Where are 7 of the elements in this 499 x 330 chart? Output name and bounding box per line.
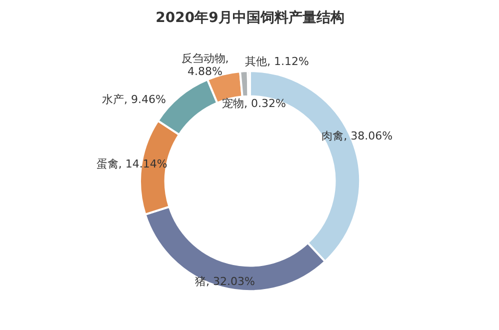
slice-label: 肉禽, 38.06% <box>322 130 393 143</box>
slice-label: 反刍动物, 4.88% <box>181 52 229 78</box>
slice-label: 其他, 1.12% <box>245 55 309 68</box>
chart-title: 2020年9月中国饲料产量结构 <box>156 9 344 26</box>
slice-label: 水产, 9.46% <box>102 93 166 106</box>
slice-label: 宠物, 0.32% <box>222 97 286 110</box>
slice-label: 猪, 32.03% <box>194 274 255 288</box>
